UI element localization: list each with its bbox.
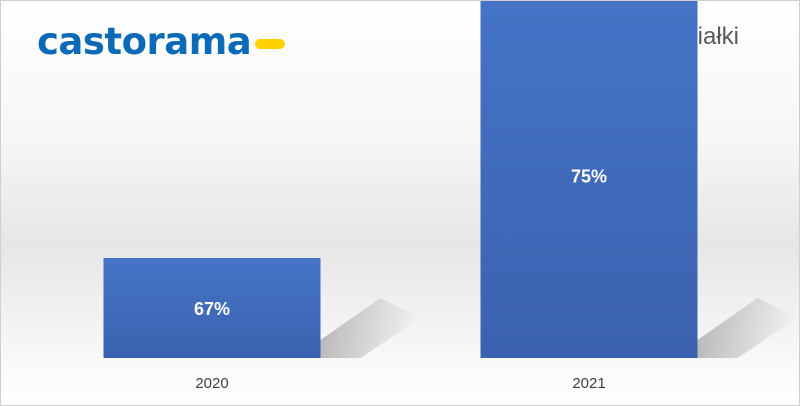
data-label-2020: 67% [194, 299, 230, 319]
data-label-2021: 75% [571, 167, 607, 187]
bar-shadow [697, 298, 798, 358]
x-tick-label-2021: 2021 [572, 375, 605, 392]
logo-text: castorama [37, 19, 252, 63]
logo-dash-icon [255, 39, 286, 49]
bar-shadow [320, 298, 421, 358]
x-tick-label-2020: 2020 [195, 375, 228, 392]
bar-2021 [480, 1, 698, 358]
castorama-logo: castorama [37, 17, 286, 65]
bar-2020 [103, 258, 321, 358]
